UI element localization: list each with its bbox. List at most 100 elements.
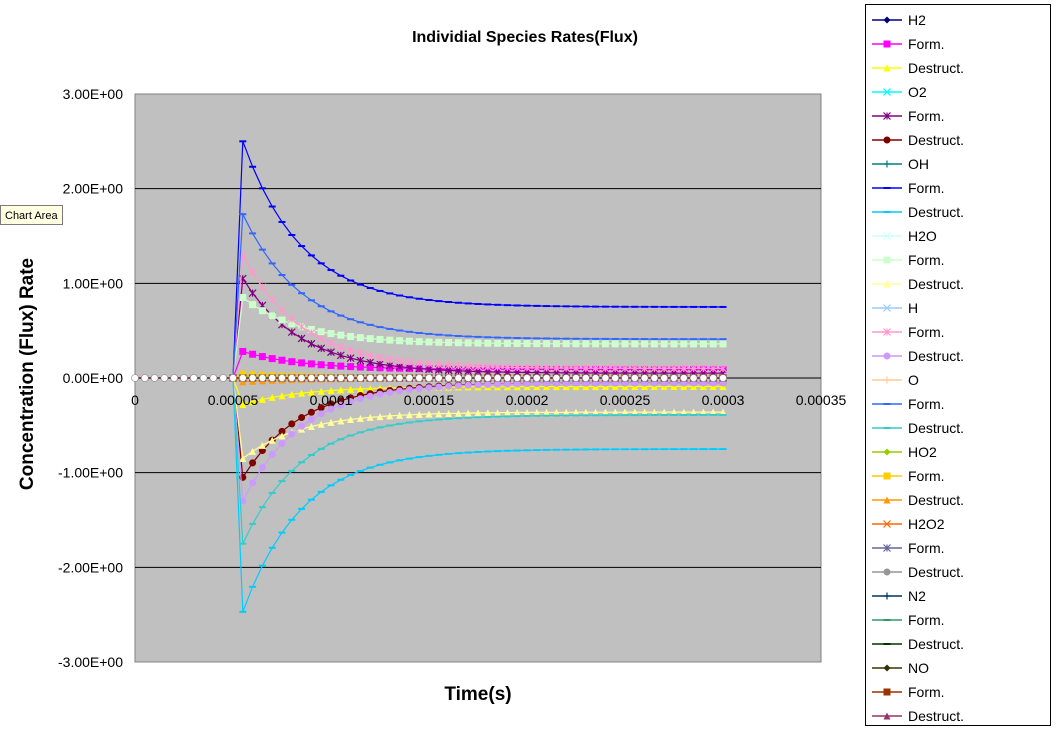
legend-item[interactable]: NO — [870, 656, 929, 680]
legend-swatch — [872, 187, 902, 189]
legend-item[interactable]: Form. — [870, 608, 945, 632]
legend-swatch — [872, 619, 902, 621]
legend-label: Destruct. — [908, 132, 965, 148]
data-point — [513, 374, 522, 382]
legend-label: Destruct. — [908, 276, 965, 292]
legend-item[interactable]: Form. — [870, 392, 945, 416]
data-point — [268, 355, 276, 363]
data-point — [415, 374, 424, 382]
data-point — [494, 409, 502, 417]
data-point — [542, 363, 551, 372]
legend-item[interactable]: O2 — [870, 80, 927, 104]
legend-item[interactable]: Destruct. — [870, 632, 964, 656]
data-point — [883, 232, 891, 240]
data-point — [366, 351, 375, 360]
data-point — [680, 408, 688, 416]
data-point — [883, 40, 891, 48]
legend-item[interactable]: Destruct. — [870, 488, 964, 512]
data-point — [690, 383, 698, 391]
legend-item[interactable]: Form. — [870, 680, 945, 704]
x-tick-label: 0.00035 — [796, 392, 847, 408]
data-point — [611, 408, 619, 416]
data-point — [484, 409, 492, 417]
data-point — [356, 363, 364, 371]
data-point — [248, 374, 257, 382]
data-point — [679, 364, 688, 373]
legend-item[interactable]: Destruct. — [870, 560, 964, 584]
data-point — [425, 384, 433, 392]
data-point — [337, 401, 345, 409]
data-point — [611, 364, 620, 373]
data-point — [278, 306, 286, 315]
data-point — [327, 348, 335, 357]
legend-item[interactable]: H2O — [870, 224, 937, 248]
data-point — [258, 464, 266, 472]
data-point — [239, 347, 247, 355]
legend-item[interactable]: Destruct. — [870, 200, 964, 224]
data-point — [239, 497, 247, 505]
legend-item[interactable]: Destruct. — [870, 704, 964, 728]
legend-item[interactable]: Form. — [870, 320, 945, 344]
legend-item[interactable]: Destruct. — [870, 128, 964, 152]
data-point — [268, 374, 277, 382]
data-point — [336, 374, 345, 382]
data-point — [532, 374, 541, 382]
data-point — [336, 351, 345, 360]
data-point — [670, 408, 678, 416]
legend-item[interactable]: Destruct. — [870, 272, 964, 296]
legend-item[interactable]: HO2 — [870, 440, 937, 464]
legend-item[interactable]: Form. — [870, 176, 945, 200]
data-point — [288, 420, 296, 428]
data-point — [239, 454, 247, 462]
y-tick-label: -3.00E+00 — [58, 654, 123, 670]
data-point — [239, 374, 247, 382]
data-point — [268, 393, 276, 401]
legend-item[interactable]: Form. — [870, 248, 945, 272]
data-point — [317, 344, 326, 353]
legend-swatch — [872, 352, 902, 360]
series — [135, 251, 727, 382]
legend-item[interactable]: Form. — [870, 536, 945, 560]
legend-label: H2O2 — [908, 516, 945, 532]
legend-item[interactable]: OH — [870, 152, 929, 176]
legend-item[interactable]: Destruct. — [870, 416, 964, 440]
data-point — [709, 408, 717, 416]
legend-label: Destruct. — [908, 420, 965, 436]
data-point — [405, 363, 414, 372]
data-point — [425, 374, 433, 382]
data-point — [611, 340, 619, 348]
data-point — [445, 409, 453, 417]
data-point — [219, 374, 227, 382]
legend-item[interactable]: H2O2 — [870, 512, 945, 536]
legend-item[interactable]: N2 — [870, 584, 926, 608]
legend-swatch — [872, 211, 902, 213]
data-point — [298, 414, 306, 422]
legend-item[interactable]: Destruct. — [870, 56, 964, 80]
data-point — [552, 340, 560, 348]
data-point — [630, 374, 639, 382]
legend-item[interactable]: O — [870, 368, 919, 392]
legend-item[interactable]: Destruct. — [870, 344, 964, 368]
data-point — [523, 374, 531, 382]
legend-item[interactable]: H — [870, 296, 918, 320]
data-point — [503, 339, 511, 347]
legend-swatch — [872, 160, 902, 168]
data-point — [405, 386, 413, 394]
data-point — [190, 374, 198, 382]
legend-item[interactable]: Form. — [870, 32, 945, 56]
data-point — [650, 340, 658, 348]
chart-legend[interactable]: H2 Form. Destruct. O2 Form. Destruct. OH Form. D… — [865, 4, 1051, 726]
data-point — [552, 408, 560, 416]
data-point — [288, 320, 296, 328]
data-point — [376, 353, 384, 362]
data-point — [356, 395, 364, 403]
legend-item[interactable]: Form. — [870, 104, 945, 128]
series — [135, 374, 727, 462]
data-point — [444, 374, 453, 382]
data-point — [883, 544, 891, 552]
legend-item[interactable]: H2 — [870, 8, 926, 32]
legend-item[interactable]: Form. — [870, 464, 945, 488]
data-point — [543, 408, 551, 416]
data-point — [327, 339, 335, 348]
